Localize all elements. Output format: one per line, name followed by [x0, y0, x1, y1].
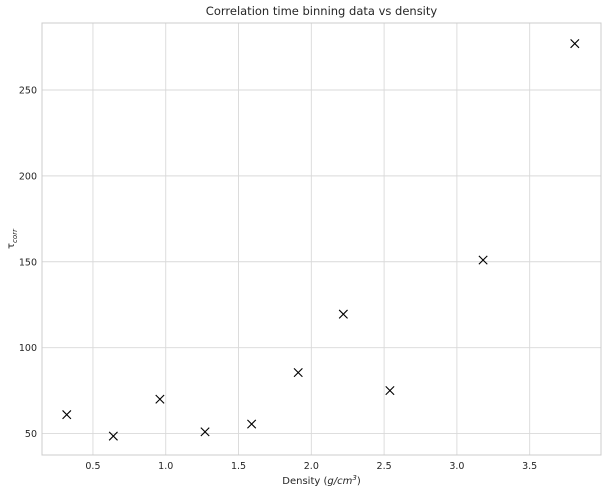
marker-stroke [62, 410, 72, 420]
y-tick-label: 100 [19, 343, 37, 354]
marker-stroke [155, 394, 165, 404]
x-axis-label-unit: g/cm [327, 476, 352, 487]
x-tick-label: 3.5 [522, 461, 537, 472]
x-tick-label: 2.5 [377, 461, 392, 472]
y-axis-label-symbol: τ [6, 243, 17, 249]
data-point-marker [293, 367, 303, 378]
x-tick-label: 0.5 [85, 461, 100, 472]
data-point-marker [155, 394, 165, 404]
data-point-marker [478, 255, 488, 265]
tick-labels: 0.5 1.0 1.5 2.0 2.5 3.0 3.5 50 100 150 200 250 [19, 85, 537, 472]
marker-stroke [338, 309, 348, 319]
plot-frame [41, 22, 602, 456]
marker-stroke [570, 39, 580, 49]
data-point-marker [62, 410, 72, 420]
x-axis-label-exponent: 3 [352, 474, 356, 482]
data-point-marker [108, 431, 118, 441]
data-point-marker [385, 385, 395, 396]
x-tick-label: 2.0 [304, 461, 319, 472]
marker-stroke [247, 419, 257, 429]
y-axis-label-subscript: corr [11, 228, 19, 243]
x-axis-label-suffix: ) [357, 476, 361, 487]
x-tick-label: 1.0 [158, 461, 173, 472]
x-tick-label: 3.0 [449, 461, 464, 472]
y-tick-label: 150 [19, 257, 37, 268]
data-point-marker [247, 419, 257, 429]
data-point-marker [200, 427, 210, 437]
data-point-marker [338, 309, 348, 319]
marker-stroke [478, 255, 488, 265]
marker-stroke [385, 385, 395, 396]
chart-title: Correlation time binning data vs density [206, 4, 438, 18]
grid-layer [42, 23, 601, 455]
y-tick-label: 200 [19, 171, 37, 182]
x-axis-label-prefix: Density ( [282, 476, 327, 487]
marker-stroke [293, 367, 303, 378]
x-axis-label: Density (g/cm3) [282, 474, 361, 487]
data-markers [62, 39, 580, 441]
y-tick-label: 250 [19, 85, 37, 96]
y-axis-label: τcorr [6, 228, 19, 249]
marker-stroke [200, 427, 210, 437]
marker-stroke [108, 431, 118, 441]
x-tick-label: 1.5 [231, 461, 246, 472]
data-point-marker [570, 39, 580, 49]
y-tick-label: 50 [25, 429, 37, 440]
